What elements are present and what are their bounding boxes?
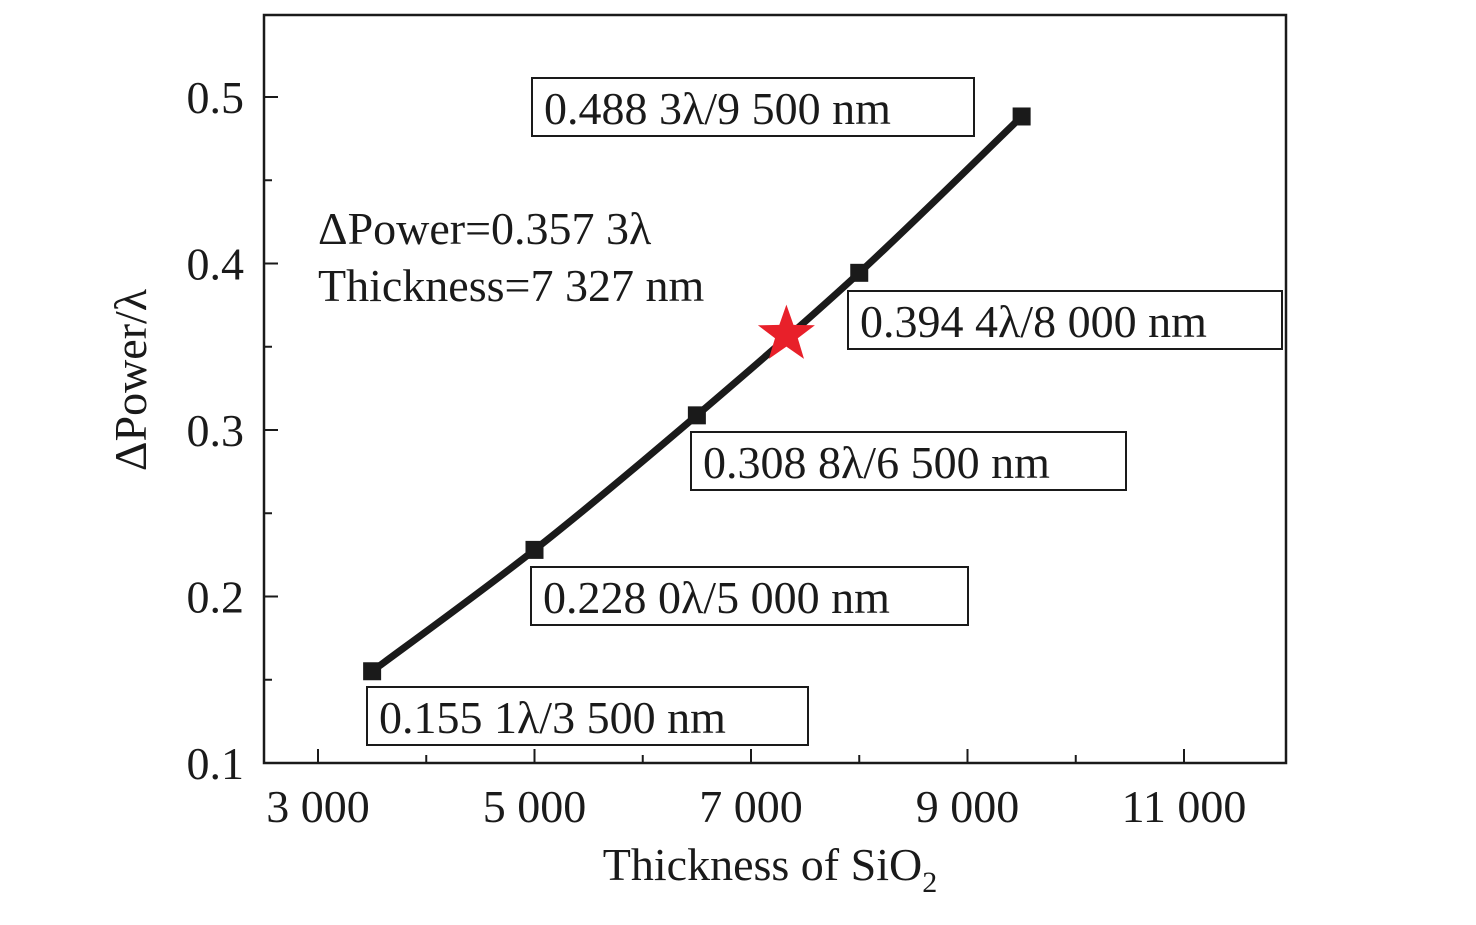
y-tick-label: 0.3 bbox=[187, 405, 245, 456]
point-label-text: 0.155 1λ/3 500 nm bbox=[379, 692, 726, 743]
y-tick-label: 0.2 bbox=[187, 572, 245, 623]
annotation-line-2: Thickness=7 327 nm bbox=[318, 260, 704, 311]
x-axis-title-main: Thickness of SiO bbox=[603, 839, 922, 890]
point-label-box bbox=[847, 290, 1283, 350]
point-label-box bbox=[690, 431, 1127, 491]
y-tick-label: 0.4 bbox=[187, 239, 245, 290]
point-label-box bbox=[530, 566, 969, 626]
point-label-text: 0.488 3λ/9 500 nm bbox=[544, 83, 891, 134]
series-layer bbox=[363, 107, 1031, 681]
y-axis-title: ΔPower/λ bbox=[105, 288, 156, 471]
data-point-marker bbox=[525, 540, 544, 559]
data-point-marker bbox=[1012, 107, 1031, 126]
x-axis-ticks bbox=[317, 749, 1185, 763]
y-tick-label: 0.1 bbox=[187, 738, 245, 789]
x-tick-label: 7 000 bbox=[699, 781, 803, 832]
point-label-layer: 0.155 1λ/3 500 nm 0.228 0λ/5 000 nm 0.308 … bbox=[366, 77, 1283, 746]
x-axis-title: Thickness of SiO2 bbox=[603, 839, 937, 899]
point-label-text: 0.228 0λ/5 000 nm bbox=[543, 572, 890, 623]
point-label-text: 0.394 4λ/8 000 nm bbox=[860, 296, 1207, 347]
x-tick-label: 9 000 bbox=[916, 781, 1020, 832]
y-tick-label: 0.5 bbox=[187, 72, 245, 123]
y-axis-tick-labels: 0.1 0.2 0.3 0.4 0.5 bbox=[187, 72, 245, 789]
y-axis-ticks bbox=[264, 96, 278, 764]
x-axis-tick-labels: 3 000 5 000 7 000 9 000 11 000 bbox=[266, 781, 1246, 832]
annotation-line-1: ΔPower=0.357 3λ bbox=[318, 203, 652, 254]
x-tick-label: 5 000 bbox=[483, 781, 587, 832]
data-point-marker bbox=[850, 263, 869, 282]
x-tick-label: 11 000 bbox=[1122, 781, 1247, 832]
x-axis-title-subscript: 2 bbox=[922, 866, 937, 899]
highlight-star-marker bbox=[757, 304, 815, 359]
point-label-box bbox=[366, 686, 809, 746]
x-tick-label: 3 000 bbox=[266, 781, 370, 832]
point-label-box bbox=[531, 77, 975, 137]
highlight-layer bbox=[757, 304, 815, 359]
point-label-text: 0.308 8λ/6 500 nm bbox=[703, 437, 1050, 488]
data-point-marker bbox=[687, 406, 706, 425]
plot-frame bbox=[262, 13, 1288, 765]
data-point-marker bbox=[363, 662, 382, 681]
